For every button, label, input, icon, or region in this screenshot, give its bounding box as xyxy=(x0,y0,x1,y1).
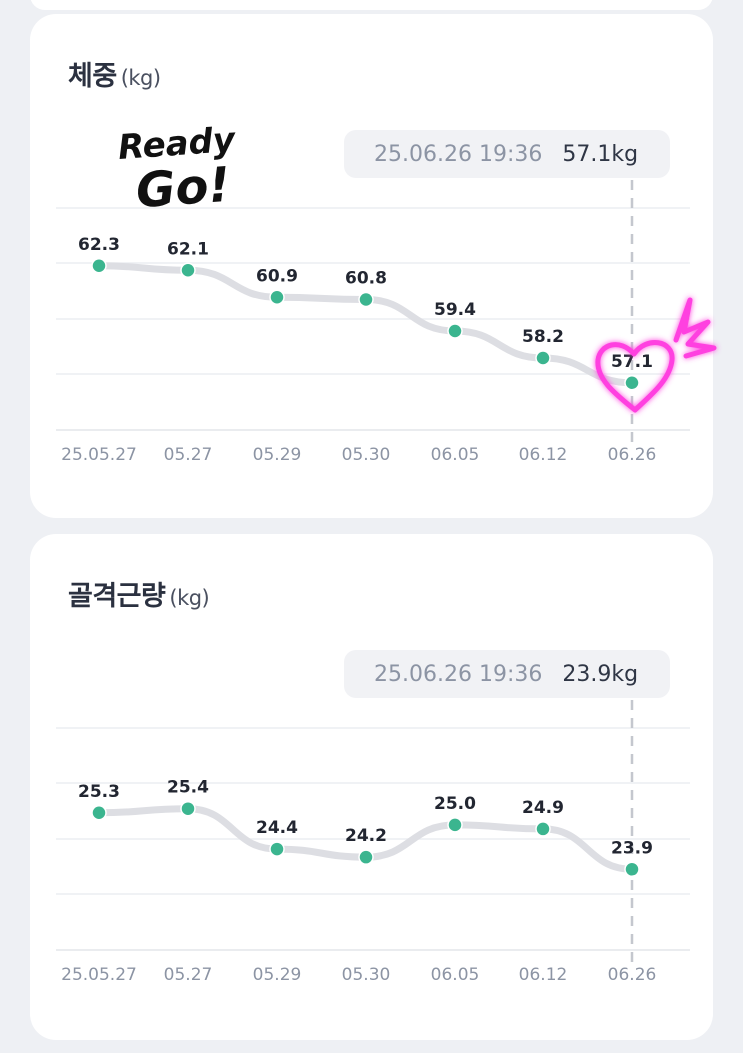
x-tick-label: 06.05 xyxy=(431,965,480,985)
data-point[interactable] xyxy=(180,800,196,817)
weight-card-title: 체중 (kg) xyxy=(68,61,161,92)
data-label: 62.1 xyxy=(167,239,209,259)
data-point[interactable] xyxy=(180,262,196,278)
data-point[interactable] xyxy=(535,350,551,366)
muscle-line-chart: 25.3 25.4 24.4 24.2 25.0 24.9 23.9 25.05.27 05.2… xyxy=(56,700,690,985)
sparkle-icon xyxy=(673,297,717,359)
x-tick-label: 06.12 xyxy=(519,965,568,985)
data-point[interactable] xyxy=(269,841,285,857)
data-point[interactable] xyxy=(269,289,285,305)
x-tick-label: 06.05 xyxy=(431,445,480,465)
data-point[interactable] xyxy=(624,375,640,391)
data-label: 24.9 xyxy=(522,798,564,818)
data-point[interactable] xyxy=(624,861,640,878)
muscle-card: 골격근량 (kg) 25.06.26 19:36 23.9kg 25.3 25.4 2… xyxy=(30,534,713,1040)
x-tick-label: 05.29 xyxy=(253,965,302,985)
x-tick-label: 06.12 xyxy=(519,445,568,465)
data-label: 24.2 xyxy=(345,826,387,846)
muscle-unit: (kg) xyxy=(169,586,210,610)
x-tick-label: 25.05.27 xyxy=(61,965,137,985)
x-tick-label: 05.27 xyxy=(164,445,213,465)
data-point[interactable] xyxy=(447,323,463,339)
x-tick-label: 05.27 xyxy=(164,965,213,985)
heart-icon xyxy=(595,340,675,413)
weight-tooltip-value: 57.1kg xyxy=(562,141,639,167)
data-label: 58.2 xyxy=(522,327,564,347)
x-tick-label: 05.29 xyxy=(253,445,302,465)
weight-card: 체중 (kg) 25.06.26 19:36 57.1kg 62.3 62.1 60.… xyxy=(30,14,717,518)
x-tick-label: 06.26 xyxy=(608,445,657,465)
data-point[interactable] xyxy=(358,849,374,865)
x-tick-label: 05.30 xyxy=(342,445,391,465)
sticker-go-text: Go! xyxy=(134,156,233,220)
x-tick-label: 05.30 xyxy=(342,965,391,985)
data-label: 23.9 xyxy=(611,838,653,858)
previous-card-edge xyxy=(30,0,713,10)
muscle-card-title: 골격근량 (kg) xyxy=(68,581,210,612)
data-label: 57.1 xyxy=(611,352,653,372)
weight-line-chart: 62.3 62.1 60.9 60.8 59.4 58.2 57.1 25.05.27 05.2… xyxy=(56,180,690,465)
weight-unit: (kg) xyxy=(120,66,161,90)
data-label: 25.3 xyxy=(78,782,120,802)
data-label: 24.4 xyxy=(256,818,298,838)
x-tick-label: 06.26 xyxy=(608,965,657,985)
weight-tooltip-date: 25.06.26 19:36 xyxy=(374,141,543,167)
data-point[interactable] xyxy=(535,821,551,837)
muscle-tooltip: 25.06.26 19:36 23.9kg xyxy=(344,650,670,698)
data-label: 59.4 xyxy=(434,300,476,320)
data-label: 25.4 xyxy=(167,778,209,798)
data-point[interactable] xyxy=(91,805,107,821)
data-label: 60.8 xyxy=(345,269,387,289)
data-point[interactable] xyxy=(358,291,374,308)
heart-sticker xyxy=(595,297,717,413)
muscle-tooltip-value: 23.9kg xyxy=(562,661,639,687)
data-point[interactable] xyxy=(91,258,107,274)
data-point[interactable] xyxy=(447,817,463,833)
data-label: 62.3 xyxy=(78,235,120,255)
x-tick-label: 25.05.27 xyxy=(61,445,137,465)
weight-tooltip: 25.06.26 19:36 57.1kg xyxy=(344,130,670,178)
data-label: 60.9 xyxy=(256,266,298,286)
data-label: 25.0 xyxy=(434,794,476,814)
muscle-tooltip-date: 25.06.26 19:36 xyxy=(374,661,543,687)
